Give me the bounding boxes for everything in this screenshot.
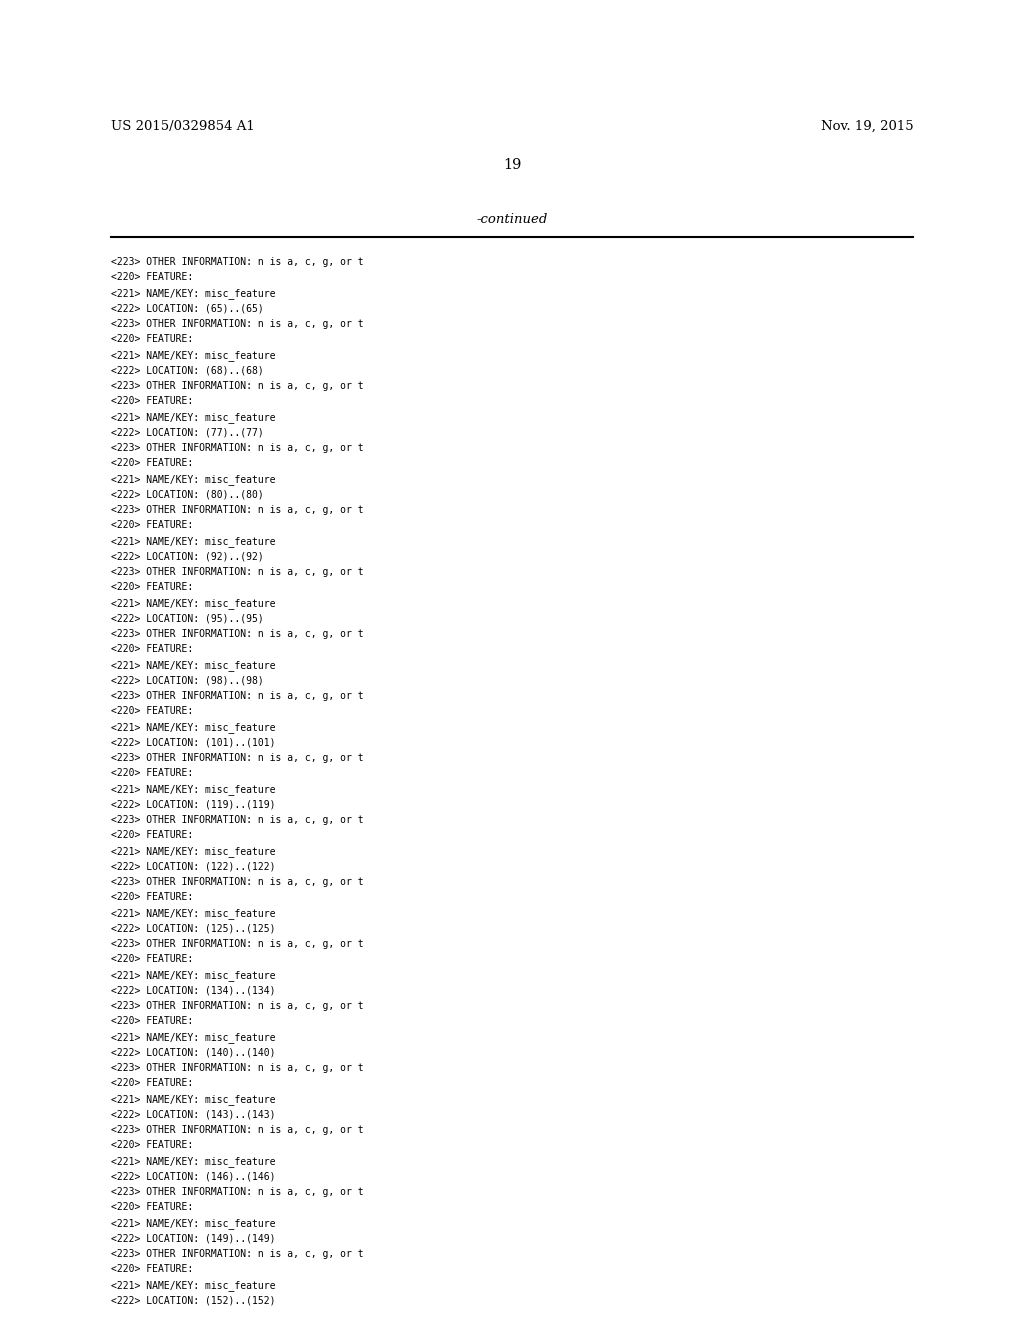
Text: <220> FEATURE:: <220> FEATURE: (111, 1203, 193, 1213)
Text: <221> NAME/KEY: misc_feature: <221> NAME/KEY: misc_feature (111, 350, 275, 360)
Text: <221> NAME/KEY: misc_feature: <221> NAME/KEY: misc_feature (111, 1094, 275, 1105)
Text: <222> LOCATION: (125)..(125): <222> LOCATION: (125)..(125) (111, 924, 275, 933)
Text: <220> FEATURE:: <220> FEATURE: (111, 396, 193, 407)
Text: <221> NAME/KEY: misc_feature: <221> NAME/KEY: misc_feature (111, 722, 275, 733)
Text: <222> LOCATION: (146)..(146): <222> LOCATION: (146)..(146) (111, 1172, 275, 1181)
Text: <222> LOCATION: (92)..(92): <222> LOCATION: (92)..(92) (111, 552, 263, 561)
Text: <220> FEATURE:: <220> FEATURE: (111, 1016, 193, 1027)
Text: <220> FEATURE:: <220> FEATURE: (111, 644, 193, 655)
Text: <223> OTHER INFORMATION: n is a, c, g, or t: <223> OTHER INFORMATION: n is a, c, g, o… (111, 257, 364, 267)
Text: <222> LOCATION: (77)..(77): <222> LOCATION: (77)..(77) (111, 428, 263, 437)
Text: <221> NAME/KEY: misc_feature: <221> NAME/KEY: misc_feature (111, 474, 275, 484)
Text: <223> OTHER INFORMATION: n is a, c, g, or t: <223> OTHER INFORMATION: n is a, c, g, o… (111, 568, 364, 577)
Text: <222> LOCATION: (80)..(80): <222> LOCATION: (80)..(80) (111, 490, 263, 499)
Text: <220> FEATURE:: <220> FEATURE: (111, 272, 193, 282)
Text: <222> LOCATION: (95)..(95): <222> LOCATION: (95)..(95) (111, 614, 263, 623)
Text: <223> OTHER INFORMATION: n is a, c, g, or t: <223> OTHER INFORMATION: n is a, c, g, o… (111, 381, 364, 391)
Text: <220> FEATURE:: <220> FEATURE: (111, 1078, 193, 1089)
Text: <223> OTHER INFORMATION: n is a, c, g, or t: <223> OTHER INFORMATION: n is a, c, g, o… (111, 876, 364, 887)
Text: <222> LOCATION: (68)..(68): <222> LOCATION: (68)..(68) (111, 366, 263, 375)
Text: <220> FEATURE:: <220> FEATURE: (111, 706, 193, 717)
Text: -continued: -continued (476, 213, 548, 226)
Text: <222> LOCATION: (119)..(119): <222> LOCATION: (119)..(119) (111, 800, 275, 809)
Text: <221> NAME/KEY: misc_feature: <221> NAME/KEY: misc_feature (111, 846, 275, 857)
Text: <222> LOCATION: (143)..(143): <222> LOCATION: (143)..(143) (111, 1110, 275, 1119)
Text: <222> LOCATION: (122)..(122): <222> LOCATION: (122)..(122) (111, 862, 275, 871)
Text: <223> OTHER INFORMATION: n is a, c, g, or t: <223> OTHER INFORMATION: n is a, c, g, o… (111, 506, 364, 515)
Text: <220> FEATURE:: <220> FEATURE: (111, 768, 193, 779)
Text: <221> NAME/KEY: misc_feature: <221> NAME/KEY: misc_feature (111, 1032, 275, 1043)
Text: <220> FEATURE:: <220> FEATURE: (111, 830, 193, 841)
Text: <223> OTHER INFORMATION: n is a, c, g, or t: <223> OTHER INFORMATION: n is a, c, g, o… (111, 1125, 364, 1135)
Text: 19: 19 (503, 158, 521, 172)
Text: <221> NAME/KEY: misc_feature: <221> NAME/KEY: misc_feature (111, 908, 275, 919)
Text: <221> NAME/KEY: misc_feature: <221> NAME/KEY: misc_feature (111, 970, 275, 981)
Text: <223> OTHER INFORMATION: n is a, c, g, or t: <223> OTHER INFORMATION: n is a, c, g, o… (111, 319, 364, 329)
Text: <222> LOCATION: (98)..(98): <222> LOCATION: (98)..(98) (111, 676, 263, 685)
Text: <220> FEATURE:: <220> FEATURE: (111, 892, 193, 903)
Text: <223> OTHER INFORMATION: n is a, c, g, or t: <223> OTHER INFORMATION: n is a, c, g, o… (111, 444, 364, 453)
Text: <222> LOCATION: (65)..(65): <222> LOCATION: (65)..(65) (111, 304, 263, 314)
Text: <221> NAME/KEY: misc_feature: <221> NAME/KEY: misc_feature (111, 412, 275, 422)
Text: <222> LOCATION: (134)..(134): <222> LOCATION: (134)..(134) (111, 986, 275, 995)
Text: <221> NAME/KEY: misc_feature: <221> NAME/KEY: misc_feature (111, 1280, 275, 1291)
Text: <220> FEATURE:: <220> FEATURE: (111, 582, 193, 593)
Text: <220> FEATURE:: <220> FEATURE: (111, 520, 193, 531)
Text: Nov. 19, 2015: Nov. 19, 2015 (821, 120, 913, 133)
Text: <223> OTHER INFORMATION: n is a, c, g, or t: <223> OTHER INFORMATION: n is a, c, g, o… (111, 752, 364, 763)
Text: <220> FEATURE:: <220> FEATURE: (111, 1140, 193, 1151)
Text: <223> OTHER INFORMATION: n is a, c, g, or t: <223> OTHER INFORMATION: n is a, c, g, o… (111, 1187, 364, 1197)
Text: <221> NAME/KEY: misc_feature: <221> NAME/KEY: misc_feature (111, 598, 275, 609)
Text: <220> FEATURE:: <220> FEATURE: (111, 334, 193, 345)
Text: <223> OTHER INFORMATION: n is a, c, g, or t: <223> OTHER INFORMATION: n is a, c, g, o… (111, 1063, 364, 1073)
Text: <220> FEATURE:: <220> FEATURE: (111, 458, 193, 469)
Text: <223> OTHER INFORMATION: n is a, c, g, or t: <223> OTHER INFORMATION: n is a, c, g, o… (111, 690, 364, 701)
Text: <221> NAME/KEY: misc_feature: <221> NAME/KEY: misc_feature (111, 660, 275, 671)
Text: <222> LOCATION: (140)..(140): <222> LOCATION: (140)..(140) (111, 1048, 275, 1057)
Text: <222> LOCATION: (101)..(101): <222> LOCATION: (101)..(101) (111, 738, 275, 747)
Text: <222> LOCATION: (152)..(152): <222> LOCATION: (152)..(152) (111, 1295, 275, 1305)
Text: <223> OTHER INFORMATION: n is a, c, g, or t: <223> OTHER INFORMATION: n is a, c, g, o… (111, 630, 364, 639)
Text: <221> NAME/KEY: misc_feature: <221> NAME/KEY: misc_feature (111, 288, 275, 298)
Text: US 2015/0329854 A1: US 2015/0329854 A1 (111, 120, 254, 133)
Text: <222> LOCATION: (149)..(149): <222> LOCATION: (149)..(149) (111, 1233, 275, 1243)
Text: <223> OTHER INFORMATION: n is a, c, g, or t: <223> OTHER INFORMATION: n is a, c, g, o… (111, 814, 364, 825)
Text: <223> OTHER INFORMATION: n is a, c, g, or t: <223> OTHER INFORMATION: n is a, c, g, o… (111, 1249, 364, 1259)
Text: <221> NAME/KEY: misc_feature: <221> NAME/KEY: misc_feature (111, 784, 275, 795)
Text: <223> OTHER INFORMATION: n is a, c, g, or t: <223> OTHER INFORMATION: n is a, c, g, o… (111, 939, 364, 949)
Text: <220> FEATURE:: <220> FEATURE: (111, 954, 193, 965)
Text: <220> FEATURE:: <220> FEATURE: (111, 1265, 193, 1275)
Text: <221> NAME/KEY: misc_feature: <221> NAME/KEY: misc_feature (111, 1218, 275, 1229)
Text: <223> OTHER INFORMATION: n is a, c, g, or t: <223> OTHER INFORMATION: n is a, c, g, o… (111, 1001, 364, 1011)
Text: <221> NAME/KEY: misc_feature: <221> NAME/KEY: misc_feature (111, 536, 275, 546)
Text: <221> NAME/KEY: misc_feature: <221> NAME/KEY: misc_feature (111, 1156, 275, 1167)
